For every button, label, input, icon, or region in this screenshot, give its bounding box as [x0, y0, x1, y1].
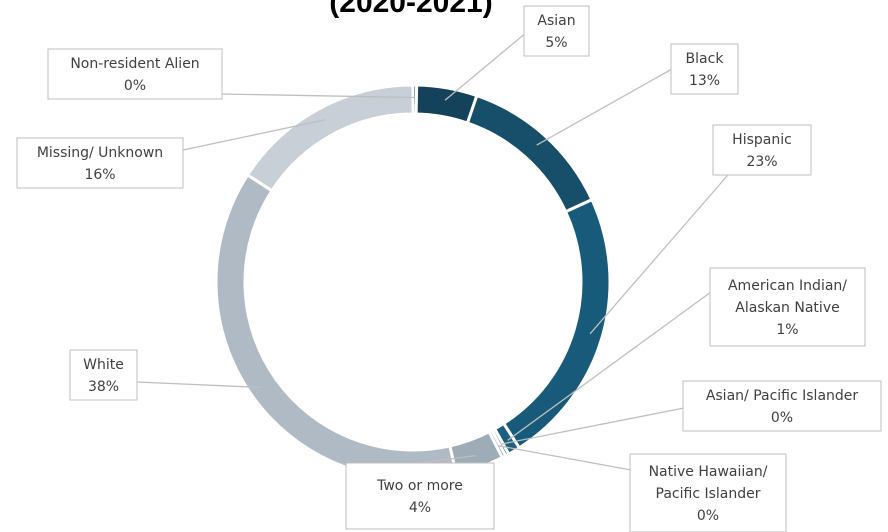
data-label-asian-pacific-islander: Asian/ Pacific Islander 0% — [682, 380, 882, 432]
data-label-category: White — [83, 357, 124, 373]
leader-line-white — [136, 381, 262, 389]
leader-line-asian — [444, 31, 528, 101]
data-label-category: Asian — [537, 13, 575, 29]
slice-asian — [414, 83, 479, 125]
data-label-category: Missing/ Unknown — [37, 145, 163, 161]
data-label-box — [523, 5, 590, 57]
slice-black — [465, 93, 594, 214]
leader-line-asian-pacific-islander — [501, 407, 685, 445]
data-label-category: Two or more — [376, 478, 463, 494]
data-label-category: Pacific Islander — [656, 486, 761, 502]
data-label-box — [682, 380, 882, 432]
data-label-value: 0% — [771, 410, 793, 426]
slice-white — [214, 172, 458, 481]
data-label-category: Black — [686, 51, 725, 67]
data-label-american-indian-alaskan-native: American Indian/Alaskan Native 1% — [709, 267, 866, 347]
data-label-value: 16% — [84, 167, 115, 183]
data-label-value: 13% — [689, 73, 720, 89]
donut-slices — [214, 83, 612, 481]
leader-line-hispanic — [589, 167, 735, 335]
data-label-value: 0% — [697, 508, 719, 524]
data-label-box — [345, 462, 495, 530]
data-label-category: Hispanic — [732, 132, 792, 148]
data-labels: Non-resident Alien 0% Asian 5% Black 13% Hispa… — [16, 5, 882, 532]
data-label-missing-unknown: Missing/ Unknown 16% — [16, 137, 184, 189]
data-label-box — [709, 267, 866, 347]
data-label-white: White 38% — [69, 349, 138, 401]
data-label-asian: Asian 5% — [523, 5, 590, 57]
leader-line-american-indian-alaskan-native — [507, 291, 712, 441]
data-label-category: American Indian/ — [728, 278, 847, 294]
slice-hispanic — [501, 197, 612, 450]
data-label-box — [69, 349, 138, 401]
data-label-non-resident-alien: Non-resident Alien 0% — [47, 48, 223, 100]
data-label-value: 38% — [88, 379, 119, 395]
data-label-category: Native Hawaiian/ — [649, 464, 768, 480]
data-label-value: 23% — [746, 154, 777, 170]
leader-line-non-resident-alien — [221, 93, 415, 99]
slice-missing-unknown — [245, 83, 415, 193]
data-label-box — [670, 43, 739, 95]
data-label-two-or-more: Two or more 4% — [345, 462, 495, 530]
chart-title: (2020-2021) — [329, 0, 492, 19]
data-label-category: Asian/ Pacific Islander — [706, 388, 859, 404]
data-label-native-hawaiian-pacific-islander: Native Hawaiian/Pacific Islander 0% — [629, 453, 787, 532]
data-label-value: 1% — [776, 322, 798, 338]
leader-lines — [136, 31, 735, 471]
leader-line-two-or-more — [419, 454, 476, 464]
data-label-value: 4% — [409, 500, 431, 516]
data-label-value: 5% — [545, 35, 567, 51]
data-label-box — [712, 124, 812, 176]
data-label-category: Non-resident Alien — [70, 56, 199, 72]
data-label-black: Black 13% — [670, 43, 739, 95]
leader-line-missing-unknown — [182, 119, 325, 151]
data-label-hispanic: Hispanic 23% — [712, 124, 812, 176]
leader-line-black — [536, 68, 673, 146]
data-label-box — [47, 48, 223, 100]
data-label-box — [629, 453, 787, 532]
data-label-category: Alaskan Native — [735, 300, 839, 316]
data-label-value: 0% — [124, 78, 146, 94]
data-label-box — [16, 137, 184, 189]
leader-line-native-hawaiian-pacific-islander — [497, 445, 632, 471]
